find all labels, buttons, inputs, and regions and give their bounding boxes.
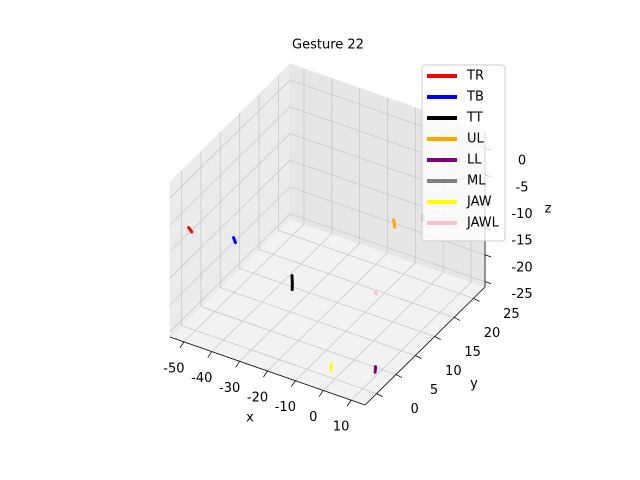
legend-label: LL: [467, 153, 482, 168]
x-tick-label: -50: [163, 361, 184, 376]
axis-line: [364, 286, 486, 406]
tick-mark: [291, 380, 296, 387]
data-point: [393, 222, 396, 225]
grid-line: [295, 107, 416, 381]
grid-line: [169, 186, 486, 306]
tick-mark: [207, 351, 213, 358]
x-tick-label: 0: [309, 410, 317, 425]
tick-mark: [235, 361, 240, 368]
grid-line: [183, 68, 305, 343]
data-point: [291, 282, 294, 285]
data-point: [329, 366, 333, 369]
y-tick-label: 10: [445, 364, 462, 379]
data-point: [392, 218, 395, 222]
legend-label: TB: [466, 90, 484, 105]
data-point: [189, 228, 192, 231]
legend-box: [421, 64, 506, 242]
chart-title: Gesture 22: [292, 38, 364, 53]
tick-mark: [484, 254, 492, 258]
legend-label: UL: [467, 132, 485, 147]
data-point: [374, 365, 377, 368]
x-axis-label: x: [246, 411, 254, 426]
grid-line: [239, 113, 435, 337]
x-tick-label: -30: [219, 381, 240, 396]
tick-mark: [179, 341, 185, 349]
z-axis-label: z: [545, 202, 552, 217]
axis-line: [169, 336, 366, 406]
z-tick-label: -15: [511, 234, 532, 249]
grid-line: [211, 78, 333, 352]
tick-mark: [434, 336, 441, 340]
grid-line: [258, 94, 455, 318]
y-tick-label: 5: [430, 383, 438, 398]
data-point: [373, 371, 377, 374]
grid-line: [169, 106, 486, 226]
tick-mark: [484, 281, 492, 285]
legend-label: JAW: [466, 195, 492, 210]
y-tick-label: 15: [464, 345, 481, 360]
z-tick-label: -5: [516, 180, 529, 195]
legend-label: ML: [467, 174, 486, 189]
z-tick-label: -20: [511, 260, 532, 275]
grid-line: [239, 88, 361, 362]
y-tick-label: 25: [503, 307, 520, 322]
y-tick-label: 20: [484, 326, 501, 341]
legend-label: TR: [466, 69, 484, 84]
grid-line: [277, 75, 474, 299]
z-tick-label: -10: [511, 207, 532, 222]
z-tick-label: 0: [518, 154, 526, 169]
x-tick-label: -20: [247, 391, 268, 406]
tick-mark: [453, 317, 461, 321]
data-point: [393, 225, 396, 229]
tick-mark: [395, 374, 403, 378]
x-tick-label: 10: [333, 420, 350, 435]
grid-line: [219, 132, 416, 356]
data-point: [232, 236, 235, 239]
data-point: [234, 241, 237, 244]
grid-line: [169, 79, 486, 199]
grid-line: [181, 170, 377, 394]
tick-mark: [318, 390, 324, 397]
grid-line: [267, 98, 388, 372]
data-point: [187, 226, 190, 229]
x-tick-label: -40: [191, 371, 212, 386]
data-point: [330, 362, 333, 366]
tick-mark: [473, 298, 480, 302]
grid-line: [169, 133, 486, 252]
legend-label: JAWL: [466, 216, 500, 231]
tick-mark: [346, 399, 352, 407]
data-point: [375, 293, 378, 296]
data-point: [290, 274, 294, 277]
y-axis-label: y: [470, 377, 478, 392]
legend-label: TT: [466, 111, 483, 126]
tick-mark: [376, 393, 383, 397]
data-point: [233, 238, 236, 242]
data-point: [291, 288, 294, 291]
z-tick-label: -25: [511, 287, 532, 302]
grid-line: [169, 159, 486, 279]
x-tick-label: -10: [275, 400, 296, 415]
tick-mark: [415, 355, 422, 359]
tick-mark: [263, 370, 268, 378]
data-point: [374, 369, 377, 372]
data-point: [329, 368, 333, 371]
y-tick-label: 0: [410, 402, 418, 417]
grid-line: [200, 151, 397, 375]
data-point: [190, 230, 194, 234]
grid-line: [169, 213, 486, 332]
